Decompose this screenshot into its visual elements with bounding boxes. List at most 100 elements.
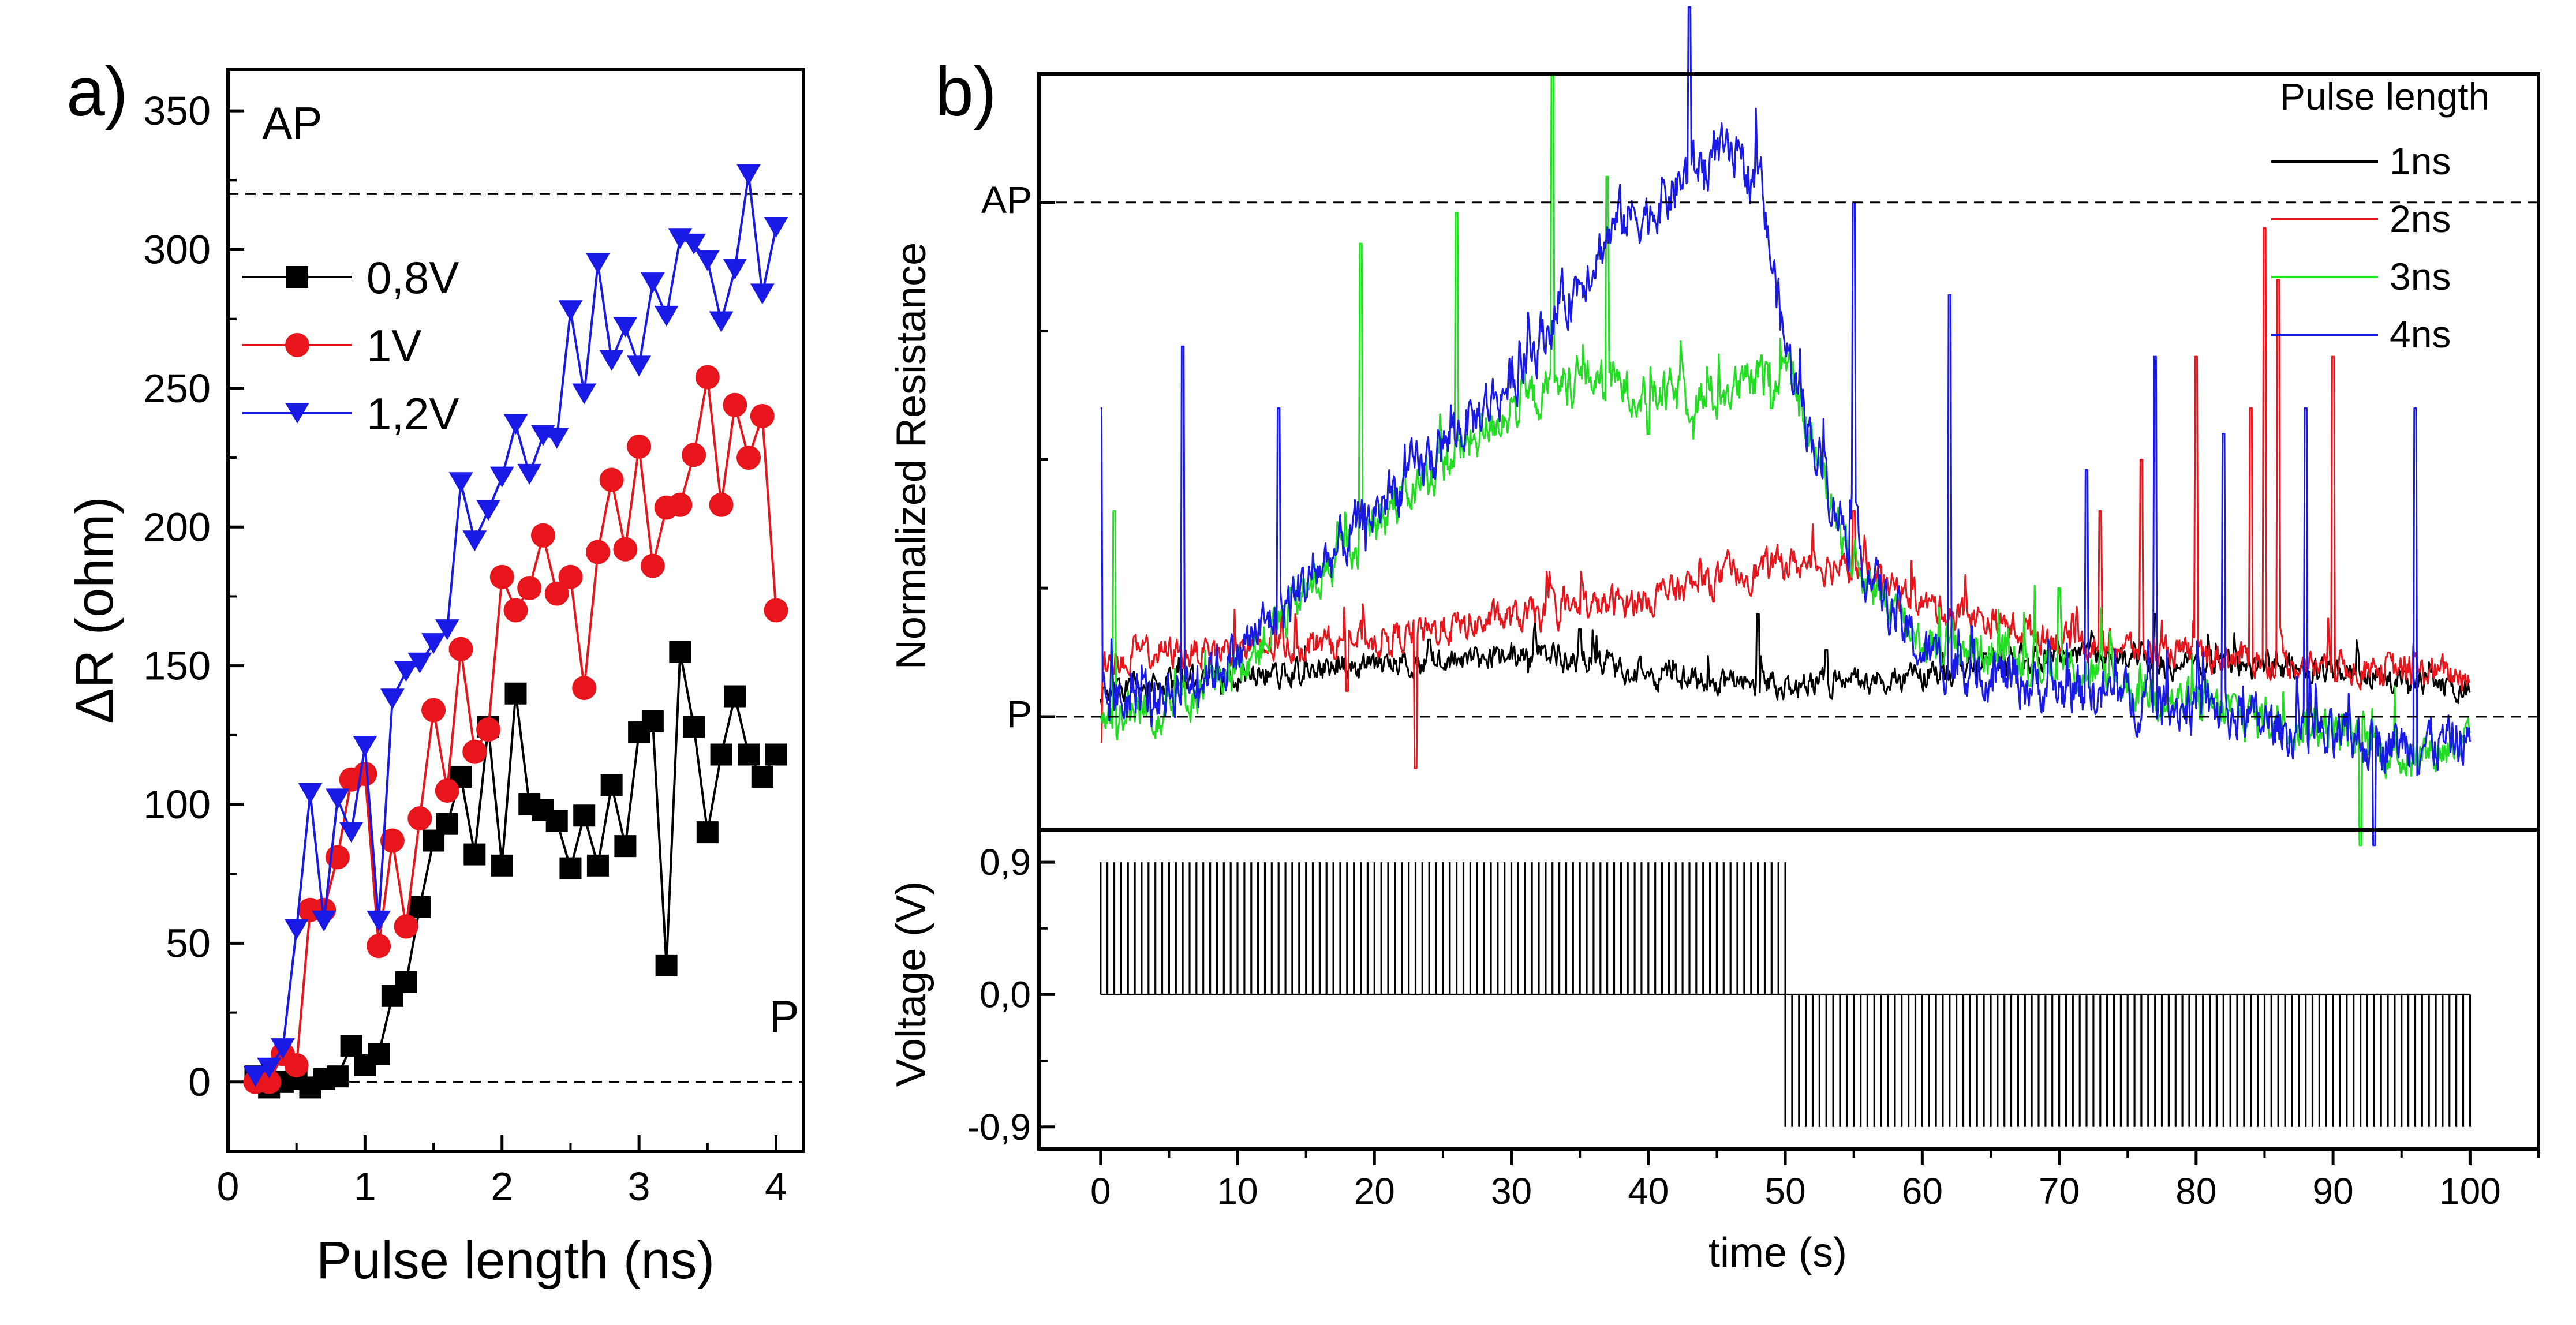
panel-a-x-tick-label: 3: [628, 1164, 650, 1209]
panel-a-data-point: [436, 813, 458, 835]
panel-a-y-tick-label: 300: [143, 227, 211, 272]
panel-a-data-point: [614, 317, 638, 338]
panel-a-y-tick-label: 350: [143, 88, 211, 133]
panel-a-data-point: [572, 383, 596, 404]
panel-a-data-point: [463, 844, 485, 866]
panel-a-legend-label: 1V: [367, 320, 421, 371]
panel-b-voltage: 0,9 0,0 -0,9 0 10 20 30 40 50 60 70 80 90 100 time (…: [888, 830, 2538, 1276]
voltage-y-tick-label: 0,9: [979, 841, 1031, 883]
voltage-y-axis-ticks: 0,9 0,0 -0,9: [967, 841, 1055, 1148]
panel-a-data-point: [490, 565, 514, 589]
panel-a-data-point: [642, 710, 664, 732]
panel-a-data-point: [586, 253, 610, 274]
panel-a: a) 0 50 100 150 200 250 300 350 0 1 2 3 4 AP P 0,8V 1…: [65, 53, 803, 1290]
panel-a-data-point: [353, 736, 377, 757]
panel-a-data-point: [421, 698, 446, 723]
panel-b-legend-label: 4ns: [2390, 313, 2451, 355]
panel-a-data-point: [723, 259, 747, 279]
panel-a-data-point: [462, 740, 487, 764]
panel-a-data-point: [723, 393, 747, 417]
voltage-pulse-segment-0: [1101, 862, 1785, 994]
panel-a-series-1: [243, 365, 788, 1094]
panel-a-data-point: [490, 467, 514, 488]
panel-b-label: b): [935, 53, 997, 130]
panel-a-data-point: [531, 523, 555, 548]
voltage-x-tick-label: 40: [1628, 1170, 1669, 1212]
panel-a-x-tick-label: 0: [217, 1164, 240, 1209]
voltage-x-axis-label: time (s): [1708, 1230, 1847, 1276]
panel-a-data-point: [709, 493, 734, 517]
panel-b: b) APP Pulse length1ns2ns3ns4ns Normaliz…: [888, 7, 2538, 845]
panel-a-legend-label: 0,8V: [367, 252, 459, 303]
panel-a-data-point: [545, 428, 569, 448]
voltage-y-tick-label: -0,9: [967, 1106, 1031, 1148]
panel-a-data-point: [572, 676, 596, 700]
panel-b-legend-entry: 4ns: [2271, 313, 2451, 355]
panel-a-y-axis-label: ΔR (ohm): [65, 496, 124, 724]
panel-a-data-point: [341, 1035, 362, 1057]
panel-a-data-point: [573, 804, 595, 826]
panel-a-data-point: [368, 1043, 390, 1065]
panel-a-data-point: [285, 1053, 309, 1077]
panel-a-data-point: [587, 855, 609, 877]
panel-a-data-point: [558, 565, 582, 589]
panel-a-data-point: [353, 762, 377, 786]
panel-a-data-point: [409, 896, 431, 918]
panel-a-data-point: [517, 576, 541, 600]
panel-a-data-point: [462, 530, 487, 551]
panel-a-legend-entry: 0,8V: [242, 252, 459, 303]
panel-b-y-tick-label: P: [1007, 693, 1032, 735]
panel-a-annotation-ap: AP: [262, 98, 322, 148]
panel-a-data-point: [627, 355, 651, 376]
panel-a-legend-entry: 1V: [242, 320, 421, 371]
panel-a-data-point: [752, 766, 773, 788]
voltage-x-tick-label: 60: [1902, 1170, 1943, 1212]
panel-a-x-tick-label: 1: [354, 1164, 376, 1209]
panel-a-data-point: [435, 778, 459, 803]
panel-a-data-point: [655, 306, 679, 327]
figure: a) 050100150200250300350 01234 APP 0,8V1…: [0, 0, 2576, 1325]
panel-a-x-axis-label: Pulse length (ns): [316, 1231, 715, 1290]
panel-b-y-axis-label: Normalized Resistance: [888, 242, 934, 669]
panel-a-data-point: [641, 554, 665, 578]
panel-a-data-point: [476, 500, 500, 521]
panel-a-data-point: [298, 783, 323, 804]
panel-b-y-axis-ticks: APP: [981, 74, 1055, 735]
panel-a-data-point: [395, 971, 417, 993]
voltage-y-axis-label: Voltage (V): [888, 881, 934, 1087]
voltage-x-tick-label: 100: [2439, 1170, 2501, 1212]
panel-b-legend-entry: 1ns: [2271, 140, 2451, 182]
panel-a-x-tick-label: 2: [491, 1164, 513, 1209]
panel-a-data-point: [750, 404, 775, 428]
voltage-pulse-train: [1101, 862, 2470, 1127]
panel-a-reference-lines: [228, 194, 803, 1081]
panel-a-data-point: [449, 637, 473, 661]
panel-b-legend-label: 1ns: [2390, 140, 2451, 182]
panel-a-data-point: [600, 350, 624, 371]
voltage-x-tick-label: 80: [2175, 1170, 2216, 1212]
voltage-x-axis-ticks: 0 10 20 30 40 50 60 70 80 90 100: [1090, 1149, 2538, 1212]
panel-a-data-point: [491, 855, 513, 877]
panel-a-data-point: [682, 443, 706, 467]
panel-a-y-tick-label: 50: [166, 920, 211, 965]
panel-a-y-tick-label: 250: [143, 366, 211, 411]
panel-a-data-point: [613, 537, 637, 562]
panel-a-legend: 0,8V 1V 1,2V: [242, 252, 459, 439]
panel-a-data-point: [380, 688, 405, 709]
panel-a-annotation-p: P: [769, 991, 799, 1042]
panel-a-data-point: [711, 744, 732, 766]
panel-a-data-point: [600, 468, 624, 492]
panel-a-data-point: [517, 464, 541, 485]
panel-a-data-point: [696, 250, 720, 271]
panel-a-data-point: [505, 683, 527, 705]
panel-b-legend-label: 3ns: [2390, 255, 2451, 298]
panel-a-legend-label: 1,2V: [367, 388, 459, 439]
panel-b-legend-entry: 3ns: [2271, 255, 2451, 298]
panel-a-series-line: [256, 175, 776, 1077]
panel-a-data-point: [394, 915, 418, 939]
voltage-plot-frame: [1039, 830, 2538, 1149]
panel-a-data-point: [327, 1065, 349, 1087]
panel-b-legend-label: 2ns: [2390, 197, 2451, 240]
panel-a-data-point: [614, 835, 636, 857]
panel-a-data-point: [285, 919, 309, 940]
